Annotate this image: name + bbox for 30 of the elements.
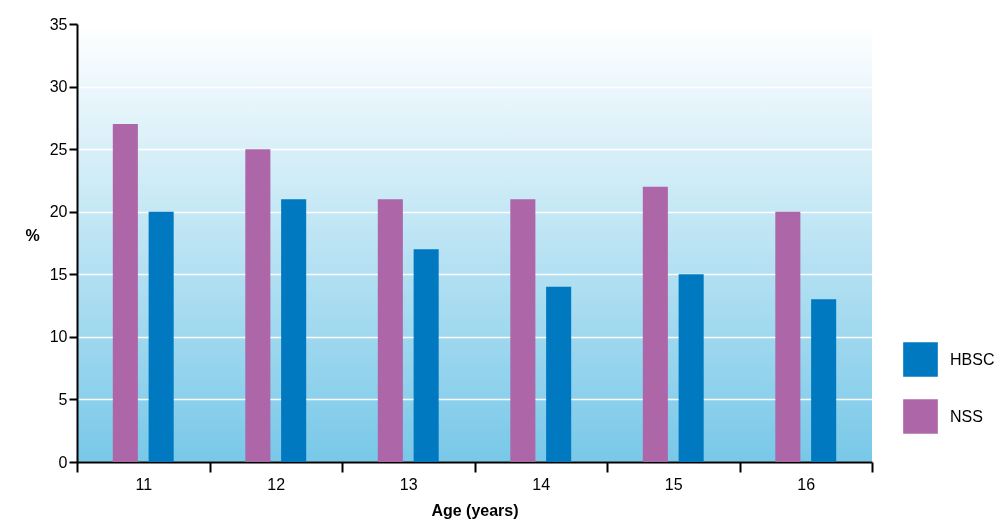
x-tick-label: 11 — [135, 475, 153, 493]
y-tick-label: 15 — [49, 265, 68, 283]
y-tick-label: 30 — [49, 78, 68, 96]
bar — [112, 124, 138, 462]
bar — [148, 211, 174, 462]
bar — [678, 274, 704, 462]
y-tick-label: 10 — [49, 328, 68, 346]
x-tick-label: 15 — [664, 475, 683, 493]
x-axis-title: Age (years) — [431, 501, 519, 519]
bar — [413, 249, 439, 462]
legend-label: HBSC — [950, 350, 995, 368]
bar — [377, 199, 403, 462]
bar — [510, 199, 536, 462]
y-tick-label: 25 — [49, 140, 68, 158]
y-tick-label: 35 — [49, 15, 68, 33]
x-tick-label: 12 — [267, 475, 286, 493]
bar — [775, 211, 801, 462]
bar — [281, 199, 307, 462]
y-tick-label: 5 — [58, 390, 68, 408]
y-axis-title: % — [25, 226, 40, 244]
x-tick-label: 16 — [797, 475, 816, 493]
bar — [546, 286, 572, 462]
legend-label: NSS — [950, 407, 983, 425]
bar — [811, 299, 837, 462]
bar — [642, 186, 668, 462]
x-tick-label: 14 — [532, 475, 551, 493]
bar — [245, 149, 271, 462]
y-tick-label: 0 — [58, 453, 68, 471]
y-tick-label: 20 — [49, 203, 68, 221]
x-tick-label: 13 — [399, 475, 418, 493]
